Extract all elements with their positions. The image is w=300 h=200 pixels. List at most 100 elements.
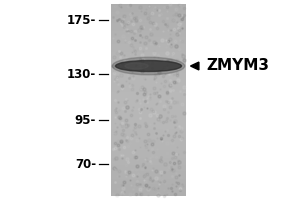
Bar [111, 85, 186, 87]
Bar [111, 37, 186, 39]
Bar [111, 146, 186, 148]
Text: 95-: 95- [75, 114, 96, 127]
Bar [111, 31, 186, 33]
Bar [111, 160, 186, 162]
Polygon shape [190, 62, 199, 70]
Bar [111, 79, 186, 81]
Bar [111, 12, 186, 14]
Bar [111, 184, 186, 187]
Bar [111, 163, 186, 166]
Bar [111, 171, 186, 173]
Bar [111, 19, 186, 22]
Bar [111, 156, 186, 158]
Text: 175-: 175- [67, 14, 96, 26]
Bar [111, 56, 186, 58]
Bar [111, 110, 186, 112]
Bar [111, 14, 186, 16]
Bar [111, 17, 186, 20]
Ellipse shape [125, 63, 148, 69]
Ellipse shape [116, 60, 182, 72]
Bar [111, 64, 186, 66]
Bar [111, 133, 186, 135]
Bar [111, 60, 186, 62]
Bar [111, 183, 186, 185]
Bar [111, 6, 186, 8]
Bar [111, 142, 186, 145]
Bar [111, 167, 186, 170]
Bar [111, 96, 186, 98]
Bar [111, 121, 186, 123]
Bar [111, 177, 186, 179]
Bar [111, 100, 186, 102]
Bar [111, 173, 186, 175]
Bar [111, 115, 186, 118]
Bar [111, 138, 186, 141]
Bar [111, 48, 186, 50]
Bar [111, 90, 186, 93]
Bar [111, 104, 186, 106]
Bar [111, 192, 186, 194]
Text: 70-: 70- [75, 158, 96, 170]
Bar [111, 73, 186, 75]
Bar [111, 136, 186, 139]
Bar [111, 21, 186, 24]
Bar [111, 102, 186, 104]
Bar [111, 44, 186, 47]
Bar [111, 108, 186, 110]
Bar [111, 42, 186, 45]
Bar [111, 75, 186, 77]
Bar [111, 131, 186, 133]
Bar [111, 77, 186, 79]
Bar [111, 29, 186, 31]
Bar [111, 140, 186, 143]
Bar [111, 40, 186, 43]
Bar [111, 81, 186, 83]
Bar [111, 175, 186, 177]
Bar [111, 158, 186, 160]
Bar [111, 117, 186, 120]
Bar [111, 113, 186, 116]
Bar [111, 39, 186, 41]
Bar [111, 58, 186, 60]
Bar [111, 106, 186, 108]
Bar [111, 186, 186, 189]
Bar [111, 10, 186, 12]
Bar [111, 123, 186, 125]
Bar [111, 8, 186, 10]
Bar [111, 112, 186, 114]
Bar [111, 52, 186, 54]
Bar [111, 16, 186, 18]
Bar [111, 119, 186, 122]
Bar [111, 27, 186, 29]
Bar [111, 50, 186, 52]
Bar [111, 94, 186, 97]
Bar [111, 88, 186, 91]
Bar [111, 154, 186, 156]
Bar [111, 129, 186, 131]
Bar [111, 83, 186, 85]
Bar [111, 65, 186, 68]
Bar [111, 161, 186, 164]
Bar [111, 135, 186, 137]
Bar [111, 188, 186, 191]
Bar [111, 125, 186, 127]
Bar [111, 181, 186, 183]
Text: ZMYM3: ZMYM3 [206, 58, 269, 73]
Bar [111, 152, 186, 154]
Bar [111, 46, 186, 49]
Text: 130-: 130- [67, 68, 96, 80]
Bar [111, 33, 186, 35]
Bar [111, 179, 186, 181]
Bar [111, 71, 186, 74]
Bar [111, 190, 186, 193]
Bar [111, 54, 186, 56]
Bar [111, 127, 186, 129]
Bar [111, 169, 186, 171]
Bar [111, 144, 186, 146]
Bar [111, 87, 186, 89]
Ellipse shape [112, 57, 185, 75]
Bar [111, 35, 186, 37]
Bar [111, 67, 186, 70]
Bar [111, 165, 186, 168]
Bar [111, 4, 186, 6]
